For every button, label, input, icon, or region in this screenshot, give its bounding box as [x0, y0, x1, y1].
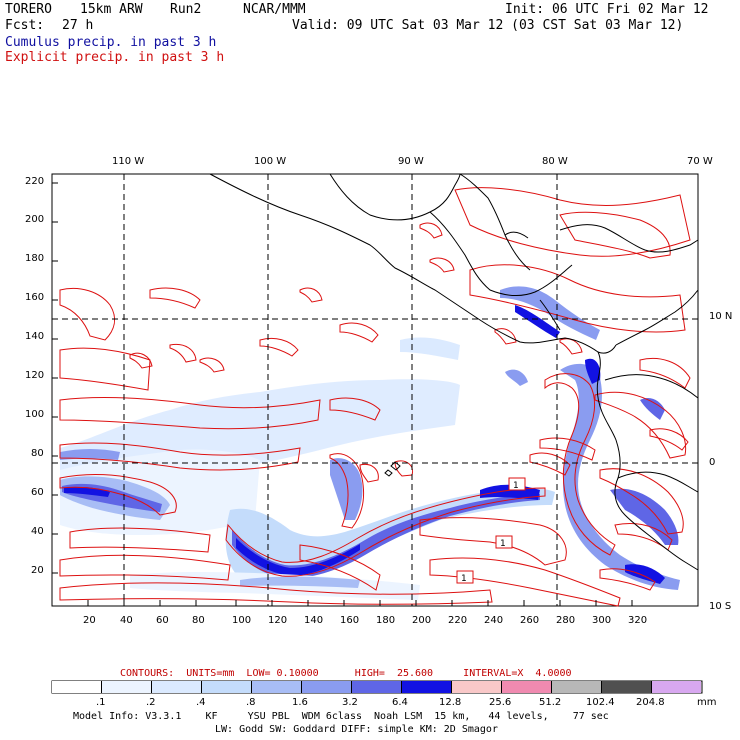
contour-label: 1	[461, 574, 467, 584]
lon-label-90w: 90 W	[398, 156, 424, 167]
run-label: Run2	[170, 2, 202, 17]
colorbar-label: 102.4	[586, 697, 615, 708]
colorbar-cell	[102, 681, 152, 693]
valid-time: Valid: 09 UTC Sat 03 Mar 12 (03 CST Sat …	[292, 18, 684, 33]
colorbar-cell	[202, 681, 252, 693]
colorbar-label: 51.2	[539, 697, 562, 708]
cumulus-precip-title: Cumulus precip. in past 3 h	[5, 35, 217, 50]
org-label: NCAR/MMM	[243, 2, 306, 17]
colorbar-cell	[552, 681, 602, 693]
x-tick: 200	[412, 615, 432, 626]
x-tick: 320	[628, 615, 648, 626]
y-tick: 120	[25, 370, 45, 381]
y-tick: 80	[31, 448, 44, 459]
lon-label-70w: 70 W	[687, 156, 713, 167]
colorbar-cell	[502, 681, 552, 693]
lon-label-100w: 100 W	[254, 156, 287, 167]
lat-label-0: 0	[709, 457, 716, 468]
y-tick: 140	[25, 331, 45, 342]
lon-label-80w: 80 W	[542, 156, 568, 167]
colorbar-cell	[252, 681, 302, 693]
explicit-contours	[59, 187, 691, 607]
x-tick: 180	[376, 615, 396, 626]
x-tick: 140	[304, 615, 324, 626]
x-tick: 100	[232, 615, 252, 626]
lat-label-10s: 10 S	[709, 601, 732, 612]
lon-label-110w: 110 W	[112, 156, 145, 167]
init-time: Init: 06 UTC Fri 02 Mar 12	[505, 2, 709, 17]
lat-label-10n: 10 N	[709, 311, 733, 322]
model-name: TORERO	[5, 2, 52, 17]
y-tick: 200	[25, 214, 45, 225]
colorbar-cell	[402, 681, 452, 693]
x-tick: 300	[592, 615, 612, 626]
contour-info: CONTOURS: UNITS=mm LOW= 0.10000 HIGH= 25…	[120, 668, 572, 679]
fcst-label: Fcst:	[5, 18, 45, 33]
x-tick: 20	[83, 615, 96, 626]
colorbar-label: .8	[246, 697, 256, 708]
colorbar-label: 6.4	[392, 697, 408, 708]
colorbar-cell	[352, 681, 402, 693]
colorbar-cell	[602, 681, 652, 693]
x-tick: 280	[556, 615, 576, 626]
coastlines	[209, 173, 699, 571]
x-tick: 40	[120, 615, 133, 626]
colorbar-cell	[652, 681, 701, 693]
colorbar-label: 25.6	[489, 697, 512, 708]
y-tick: 60	[31, 487, 44, 498]
colorbar-label: 3.2	[342, 697, 358, 708]
colorbar-cell	[302, 681, 352, 693]
x-tick: 120	[268, 615, 288, 626]
colorbar-label: .2	[146, 697, 156, 708]
x-tick: 240	[484, 615, 504, 626]
y-tick: 160	[25, 292, 45, 303]
explicit-precip-title: Explicit precip. in past 3 h	[5, 50, 225, 65]
y-tick: 40	[31, 526, 44, 537]
x-tick: 80	[192, 615, 205, 626]
physics-info: LW: Godd SW: Goddard DIFF: simple KM: 2D…	[215, 724, 498, 735]
colorbar-cell	[152, 681, 202, 693]
model-info: Model Info: V3.3.1 KF YSU PBL WDM 6class…	[73, 711, 609, 722]
y-tick: 180	[25, 253, 45, 264]
colorbar-label: .1	[96, 697, 106, 708]
precip-shading	[60, 286, 680, 600]
x-tick: 260	[520, 615, 540, 626]
axis-ticks	[52, 182, 633, 606]
y-tick: 20	[31, 565, 44, 576]
y-tick: 220	[25, 176, 45, 187]
colorbar-cell	[452, 681, 502, 693]
contour-label: 1	[513, 481, 519, 491]
fcst-hours: 27 h	[62, 18, 94, 33]
contour-label-boxes	[456, 477, 526, 584]
x-tick: 220	[448, 615, 468, 626]
colorbar-label: 1.6	[292, 697, 308, 708]
colorbar-units: mm	[697, 697, 717, 708]
y-tick: 100	[25, 409, 45, 420]
colorbar-label: 12.8	[439, 697, 462, 708]
grid-spacing: 15km ARW	[80, 2, 143, 17]
contour-label: 1	[500, 539, 506, 549]
colorbar-label: 204.8	[636, 697, 665, 708]
x-tick: 60	[156, 615, 169, 626]
colorbar-cell	[52, 681, 102, 693]
latlon-grid	[52, 174, 698, 606]
x-tick: 160	[340, 615, 360, 626]
colorbar-label: .4	[196, 697, 206, 708]
